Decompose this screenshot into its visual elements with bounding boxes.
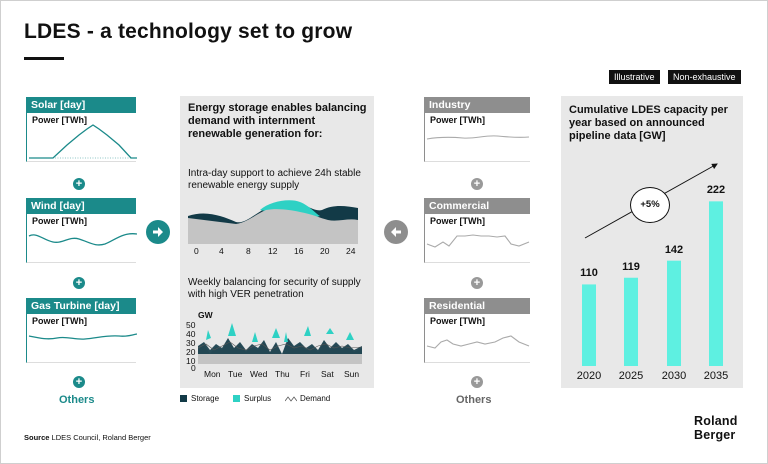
capacity-year-label: 2025	[618, 370, 644, 382]
solar-card-title: Solar [day]	[26, 97, 136, 113]
legend-surplus-label: Surplus	[244, 394, 272, 403]
storage-swatch	[180, 395, 187, 403]
wind-card-title: Wind [day]	[26, 198, 136, 214]
weekly-xtick: Wed	[250, 369, 268, 379]
capacity-bar-2030	[667, 260, 681, 366]
intraday-xtick: 20	[320, 246, 330, 256]
commercial-card: Commercial Power [TWh]	[424, 198, 530, 263]
wind-ylabel: Power [TWh]	[32, 216, 87, 226]
residential-card: Residential Power [TWh]	[424, 298, 530, 363]
industry-curve	[426, 135, 530, 140]
plus-icon: +	[471, 178, 483, 190]
surplus-swatch	[233, 395, 240, 403]
capacity-bar-2025	[624, 277, 638, 366]
right-others-label: Others	[456, 394, 492, 406]
solar-curve	[29, 124, 137, 159]
capacity-value-label: 222	[706, 184, 726, 197]
weekly-xtick: Sat	[321, 369, 334, 379]
plus-icon: +	[73, 376, 85, 388]
capacity-chart	[582, 163, 723, 366]
weekly-ytick: 10	[186, 356, 196, 366]
non-exhaustive-tag: Non-exhaustive	[668, 70, 741, 84]
capacity-year-label: 2020	[576, 370, 602, 382]
weekly-ytick: 30	[186, 338, 196, 348]
source-label: Source	[24, 433, 50, 442]
industry-ylabel: Power [TWh]	[430, 115, 485, 125]
storage-heading: Energy storage enables balancing demand …	[188, 102, 367, 140]
solar-ylabel: Power [TWh]	[32, 115, 87, 125]
title-underline	[24, 57, 64, 60]
legend-storage-label: Storage	[191, 394, 220, 403]
source-text: LDES Council, Roland Berger	[51, 433, 151, 442]
right-arrow-icon	[146, 220, 170, 244]
gas-turbine-card: Gas Turbine [day] Power [TWh]	[26, 298, 137, 363]
weekly-xtick: Sun	[344, 369, 360, 379]
industry-card: Industry Power [TWh]	[424, 97, 530, 162]
intraday-xtick: 4	[219, 246, 224, 256]
intraday-label: Intra-day support to achieve 24h stable …	[188, 168, 361, 191]
weekly-ytick: 0	[191, 363, 196, 373]
capacity-value-label: 142	[664, 243, 684, 256]
weekly-ytick: 20	[186, 347, 196, 357]
wind-curve	[28, 233, 137, 246]
illustrative-tag: Illustrative	[609, 70, 660, 84]
logo-line2: Berger	[694, 428, 736, 442]
weekly-chart	[198, 323, 362, 364]
solar-card: Solar [day] Power [TWh]	[26, 97, 137, 162]
intraday-xtick: 12	[268, 246, 278, 256]
plus-icon: +	[73, 178, 85, 190]
source-note: Source LDES Council, Roland Berger	[24, 433, 151, 442]
plus-icon: +	[471, 277, 483, 289]
plus-icon: +	[73, 277, 85, 289]
capacity-value-label: 119	[622, 260, 640, 273]
commercial-card-title: Commercial	[424, 198, 530, 214]
weekly-gw-label: GW	[198, 310, 213, 320]
legend-demand: Demand	[284, 394, 331, 403]
intraday-xtick: 16	[294, 246, 304, 256]
wind-card: Wind [day] Power [TWh]	[26, 198, 137, 263]
left-others-label: Others	[59, 394, 95, 406]
legend-storage: Storage	[180, 394, 219, 403]
residential-card-title: Residential	[424, 298, 530, 314]
legend-surplus: Surplus	[233, 394, 271, 403]
intraday-xtick: 8	[246, 246, 251, 256]
page-title: LDES - a technology set to grow	[24, 20, 353, 43]
capacity-year-label: 2030	[661, 370, 687, 382]
weekly-ytick: 40	[186, 329, 196, 339]
capacity-value-label: 110	[580, 267, 598, 280]
capacity-heading: Cumulative LDES capacity per year based …	[569, 104, 728, 142]
demand-line-icon	[284, 396, 298, 402]
commercial-ylabel: Power [TWh]	[430, 216, 485, 226]
weekly-xtick: Mon	[204, 369, 221, 379]
gas-turbine-curve	[28, 333, 137, 340]
capacity-bar-2035	[709, 201, 723, 366]
weekly-xtick: Thu	[275, 369, 290, 379]
intraday-xtick: 24	[346, 246, 356, 256]
capacity-bar-2020	[582, 284, 596, 366]
intraday-chart	[188, 200, 358, 244]
plus-icon: +	[471, 376, 483, 388]
weekly-label: Weekly balancing for security of supply …	[188, 277, 361, 300]
weekly-xtick: Tue	[228, 369, 243, 379]
capacity-year-label: 2035	[703, 370, 729, 382]
residential-ylabel: Power [TWh]	[430, 316, 485, 326]
logo-line1: Roland	[694, 414, 738, 428]
gas-turbine-card-title: Gas Turbine [day]	[26, 298, 136, 314]
left-arrow-icon	[384, 220, 408, 244]
weekly-ytick: 50	[186, 320, 196, 330]
weekly-xtick: Fri	[300, 369, 310, 379]
growth-badge: +5%	[630, 187, 670, 223]
residential-curve	[426, 335, 530, 349]
gas-turbine-ylabel: Power [TWh]	[32, 316, 87, 326]
commercial-curve	[426, 234, 530, 248]
legend-demand-label: Demand	[300, 394, 331, 403]
roland-berger-logo: Roland Berger	[694, 414, 738, 442]
intraday-xtick: 0	[194, 246, 199, 256]
industry-card-title: Industry	[424, 97, 530, 113]
